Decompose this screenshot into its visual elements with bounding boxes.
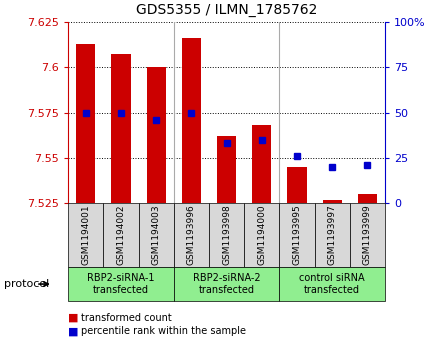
- Bar: [252, 125, 271, 203]
- Text: percentile rank within the sample: percentile rank within the sample: [81, 326, 246, 337]
- Text: GSM1194003: GSM1194003: [152, 205, 161, 265]
- Text: GSM1193995: GSM1193995: [293, 205, 301, 265]
- Text: GSM1194000: GSM1194000: [257, 205, 266, 265]
- Bar: [323, 200, 342, 203]
- Text: RBP2-siRNA-2
transfected: RBP2-siRNA-2 transfected: [193, 273, 260, 295]
- Bar: [358, 194, 377, 203]
- Bar: [147, 67, 166, 203]
- Bar: [76, 44, 95, 203]
- Bar: [182, 38, 201, 203]
- Text: GSM1194001: GSM1194001: [81, 205, 90, 265]
- Bar: [111, 54, 131, 203]
- Text: control siRNA
transfected: control siRNA transfected: [299, 273, 365, 295]
- Text: RBP2-siRNA-1
transfected: RBP2-siRNA-1 transfected: [87, 273, 155, 295]
- Title: GDS5355 / ILMN_1785762: GDS5355 / ILMN_1785762: [136, 3, 317, 17]
- Text: GSM1193998: GSM1193998: [222, 205, 231, 265]
- Text: GSM1193997: GSM1193997: [328, 205, 337, 265]
- Text: GSM1193996: GSM1193996: [187, 205, 196, 265]
- Text: GSM1194002: GSM1194002: [117, 205, 125, 265]
- Text: transformed count: transformed count: [81, 313, 172, 323]
- Text: ■: ■: [68, 326, 79, 337]
- Text: ■: ■: [68, 313, 79, 323]
- Text: GSM1193999: GSM1193999: [363, 205, 372, 265]
- Bar: [217, 136, 236, 203]
- Text: protocol: protocol: [4, 279, 50, 289]
- Bar: [287, 167, 307, 203]
